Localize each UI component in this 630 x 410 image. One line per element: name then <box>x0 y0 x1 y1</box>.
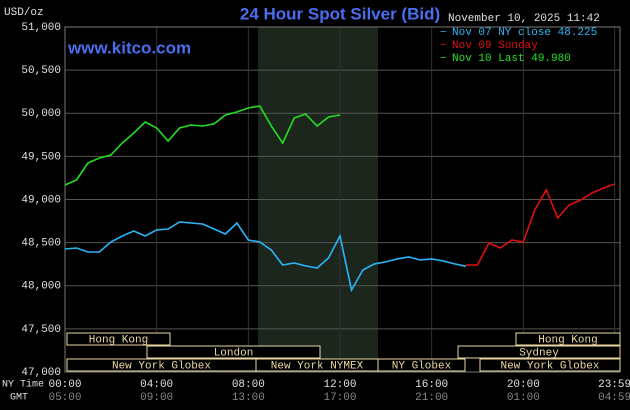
subtitle: www.kitco.com <box>67 38 191 57</box>
plot-border <box>64 26 621 373</box>
x-tick-label: 04:00 <box>140 379 173 391</box>
legend-entry: Nov 07 NY close 48.225 <box>452 27 597 39</box>
y-tick-label: 49,500 <box>21 151 61 163</box>
series-line <box>64 105 341 186</box>
session-label: NY Globex <box>392 360 452 372</box>
y-tick-label: 48,000 <box>21 281 61 293</box>
y-tick-label: 50,000 <box>21 108 61 120</box>
legend-marker: − <box>440 53 447 65</box>
session-label: New York NYMEX <box>271 360 364 372</box>
y-tick-label: 49,000 <box>21 194 61 206</box>
session-box <box>457 345 621 359</box>
session-label: London <box>214 347 254 359</box>
series-line <box>466 183 616 266</box>
x-tick-label-gmt: 09:00 <box>140 392 173 404</box>
y-tick-label: 48,500 <box>21 238 61 250</box>
x-tick-label: 12:00 <box>323 379 356 391</box>
x-tick-label-gmt: 21:00 <box>415 392 448 404</box>
series-line <box>64 221 467 293</box>
session-label: New York Globex <box>500 360 599 372</box>
timestamp: November 10, 2025 11:42 <box>448 13 600 25</box>
y-tick-label: 50,500 <box>21 65 61 77</box>
y-tick-label: 47,500 <box>21 324 61 336</box>
x-tick-label-gmt: 01:00 <box>507 392 540 404</box>
legend-entry: Nov 09 Sunday <box>452 40 538 52</box>
x-tick-label: 08:00 <box>232 379 265 391</box>
x-tick-label-gmt: 17:00 <box>323 392 356 404</box>
y-tick-label: 51,000 <box>21 22 61 34</box>
x-tick-label-gmt: 13:00 <box>232 392 265 404</box>
session-label: Sydney <box>519 347 559 359</box>
session-box <box>479 358 621 372</box>
legend-entry: Nov 10 Last 49.980 <box>452 53 571 65</box>
legend-marker: − <box>440 40 447 52</box>
session-label: Hong Kong <box>538 334 597 346</box>
session-label: Hong Kong <box>89 334 148 346</box>
x-tick-label: 16:00 <box>415 379 448 391</box>
x-tick-label: 00:00 <box>48 379 81 391</box>
session-box <box>515 332 621 346</box>
chart-title: 24 Hour Spot Silver (Bid) <box>240 4 440 23</box>
session-box <box>66 332 171 346</box>
session-box <box>377 358 466 372</box>
x-tick-label: 20:00 <box>507 379 540 391</box>
x-tick-label: 23:59 <box>598 379 630 391</box>
session-label: New York Globex <box>112 360 211 372</box>
x-tick-label-gmt: 05:00 <box>48 392 81 404</box>
y-axis-label: USD/oz <box>4 7 44 19</box>
session-box <box>146 345 321 359</box>
x-axis-label: GMT <box>10 393 28 404</box>
x-axis-label: NY Time <box>2 379 44 391</box>
x-tick-label-gmt: 04:59 <box>598 392 630 404</box>
legend-marker: − <box>440 27 447 39</box>
y-tick-label: 47,000 <box>21 367 61 379</box>
